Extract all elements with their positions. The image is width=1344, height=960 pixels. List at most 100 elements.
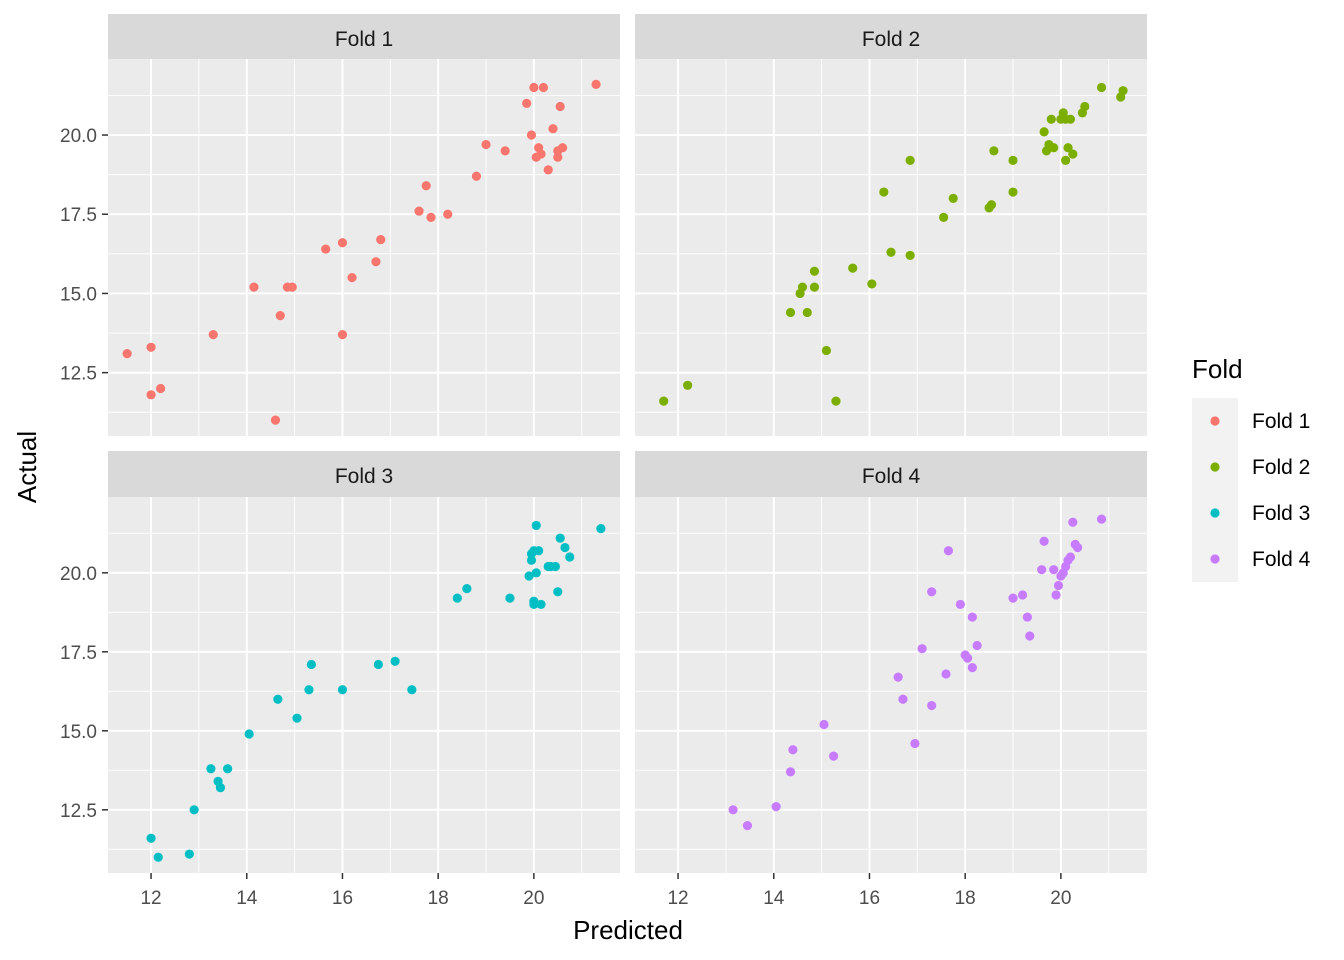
y-tick-label: 15.0 (60, 284, 97, 305)
x-tick-label: 18 (955, 888, 976, 909)
data-point (659, 396, 669, 406)
data-point (967, 612, 977, 622)
x-axis-title: Predicted (573, 915, 683, 945)
data-point (500, 146, 510, 156)
data-point (1063, 143, 1073, 153)
data-point (683, 380, 693, 390)
legend-label: Fold 3 (1252, 502, 1310, 525)
data-point (548, 124, 558, 134)
x-tick-label: 14 (763, 888, 785, 909)
data-point (531, 520, 541, 531)
data-point (927, 587, 937, 597)
gridlines (108, 497, 620, 873)
data-point (972, 640, 982, 651)
data-point (529, 599, 539, 610)
facet-strip-label: Fold 2 (862, 28, 920, 51)
legend-label: Fold 4 (1252, 548, 1311, 571)
data-point (443, 209, 453, 219)
data-point (223, 764, 233, 774)
data-point (536, 149, 546, 159)
data-point (524, 571, 534, 581)
data-point (1118, 86, 1128, 96)
y-tick-label: 12.5 (60, 364, 97, 385)
data-point (557, 143, 568, 153)
data-point (534, 546, 544, 556)
data-point (553, 152, 563, 162)
data-point (206, 764, 216, 774)
data-point (287, 282, 297, 292)
data-point (831, 396, 841, 406)
data-point (802, 307, 812, 318)
data-point (122, 349, 132, 359)
data-point (797, 282, 808, 292)
data-point (555, 101, 565, 112)
data-point (560, 542, 570, 553)
data-point (273, 694, 283, 704)
legend-swatch (1210, 462, 1220, 472)
data-point (1053, 580, 1064, 591)
data-point (536, 599, 546, 610)
facet-strip (635, 451, 1147, 497)
data-point (337, 685, 348, 695)
series-points-4 (728, 514, 1107, 831)
data-point (526, 555, 537, 565)
y-axis: 12.5 15.0 17.5 20.0 12.5 15.0 17.5 20.0 (60, 126, 108, 822)
facet-panel-2: Fold 2 (635, 14, 1147, 436)
data-point (347, 272, 357, 283)
data-point (1065, 114, 1076, 124)
data-point (373, 659, 383, 670)
gridlines (635, 59, 1147, 436)
data-point (371, 257, 381, 267)
data-point (407, 685, 417, 695)
data-point (1037, 565, 1047, 575)
facet-strip-label: Fold 3 (335, 465, 393, 488)
data-point (1049, 143, 1059, 153)
x-tick-label: 16 (332, 888, 353, 909)
data-point (917, 644, 927, 654)
data-point (1068, 517, 1078, 527)
data-point (989, 146, 999, 156)
data-point (905, 155, 915, 165)
data-point (821, 345, 832, 356)
data-point (529, 82, 539, 93)
data-point (481, 139, 491, 150)
data-point (941, 669, 951, 679)
x-tick-label: 12 (140, 888, 161, 909)
series-points-2 (659, 82, 1128, 406)
data-point (939, 212, 949, 223)
data-point (275, 311, 285, 321)
facet-strip (108, 451, 620, 497)
data-point (292, 713, 302, 723)
facet-strip (635, 14, 1147, 59)
legend-swatch (1210, 554, 1220, 564)
data-point (967, 663, 977, 673)
data-point (1096, 82, 1107, 93)
data-point (421, 181, 431, 191)
data-point (1065, 552, 1076, 562)
data-point (376, 234, 386, 245)
data-point (819, 719, 829, 730)
legend-items: Fold 1 Fold 2 Fold 3 Fold 4 (1192, 398, 1311, 582)
legend-label: Fold 2 (1252, 456, 1310, 479)
x-tick-label: 12 (667, 888, 688, 909)
panel-background (108, 497, 620, 873)
data-point (146, 390, 156, 400)
data-point (1039, 536, 1049, 546)
data-point (1068, 149, 1078, 159)
data-point (788, 745, 798, 755)
data-point (848, 263, 858, 273)
legend-item-1: Fold 1 (1192, 398, 1310, 444)
series-points-1 (122, 79, 601, 425)
data-point (452, 593, 462, 603)
series-points-3 (146, 520, 606, 862)
facet-panel-1: Fold 1 (108, 14, 620, 436)
data-point (208, 330, 218, 340)
data-point (955, 599, 965, 610)
data-point (526, 130, 537, 140)
data-point (948, 193, 958, 203)
data-point (306, 659, 316, 670)
data-point (1096, 514, 1107, 524)
y-axis-title: Actual (12, 431, 42, 503)
data-point (1039, 127, 1049, 137)
data-point (1051, 590, 1061, 600)
